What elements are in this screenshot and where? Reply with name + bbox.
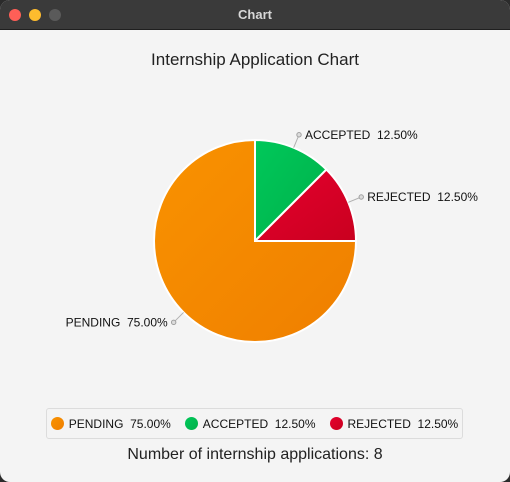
pie-slice-pending	[153, 138, 358, 343]
window-title: Chart	[238, 7, 272, 22]
legend-item-accepted: ACCEPTED 12.50%	[184, 416, 316, 431]
legend-item-pending: PENDING 75.00%	[50, 416, 171, 431]
minimize-window-button[interactable]	[29, 9, 41, 21]
slice-label-accepted: ACCEPTED 12.50%	[305, 128, 418, 142]
legend-label-accepted: ACCEPTED 12.50%	[202, 416, 316, 431]
legend-label-rejected: REJECTED 12.50%	[347, 416, 459, 431]
leader-dot-pending	[170, 319, 177, 326]
legend-swatch-accepted	[184, 417, 198, 430]
chart-legend: PENDING 75.00% ACCEPTED 12.50% REJECTED …	[46, 408, 463, 439]
pie-chart: ACCEPTED 12.50% REJECTED 12.50% PENDING 75…	[66, 128, 478, 343]
legend-swatch-rejected	[329, 417, 343, 430]
title-bar: Chart	[0, 0, 510, 30]
leader-dot-accepted	[296, 132, 302, 138]
slice-label-rejected: REJECTED 12.50%	[367, 190, 478, 204]
legend-item-rejected: REJECTED 12.50%	[329, 416, 459, 431]
chart-title: Internship Application Chart	[151, 50, 359, 69]
slice-label-pending: PENDING 75.00%	[66, 315, 168, 329]
zoom-window-button[interactable]	[49, 9, 61, 21]
legend-label-pending: PENDING 75.00%	[68, 416, 171, 431]
leader-dot-rejected	[358, 194, 364, 200]
legend-swatch-pending	[50, 417, 64, 430]
applications-count: Number of internship applications: 8	[127, 446, 383, 463]
close-window-button[interactable]	[9, 9, 21, 21]
